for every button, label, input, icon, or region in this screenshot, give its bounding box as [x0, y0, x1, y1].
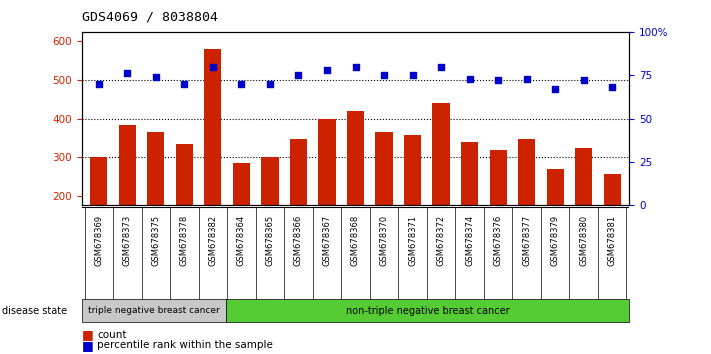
- Point: [178, 81, 190, 87]
- Bar: [461, 143, 478, 273]
- Bar: [176, 144, 193, 273]
- Text: GSM678364: GSM678364: [237, 215, 246, 266]
- Text: GSM678375: GSM678375: [151, 215, 161, 266]
- Text: GSM678370: GSM678370: [380, 215, 388, 266]
- Bar: [375, 132, 392, 273]
- Text: GSM678372: GSM678372: [437, 215, 446, 266]
- Point: [521, 76, 533, 81]
- Point: [321, 67, 333, 73]
- Point: [264, 81, 276, 87]
- Text: GSM678368: GSM678368: [351, 215, 360, 267]
- Bar: [147, 132, 164, 273]
- Text: GSM678382: GSM678382: [208, 215, 218, 266]
- Point: [378, 73, 390, 78]
- Point: [493, 78, 504, 83]
- Text: GSM678373: GSM678373: [123, 215, 132, 267]
- Text: GSM678365: GSM678365: [265, 215, 274, 266]
- Text: GSM678379: GSM678379: [550, 215, 560, 266]
- Bar: [604, 175, 621, 273]
- Point: [207, 64, 218, 69]
- Text: GSM678381: GSM678381: [608, 215, 616, 266]
- Text: triple negative breast cancer: triple negative breast cancer: [88, 306, 220, 315]
- Point: [93, 81, 105, 87]
- Bar: [90, 157, 107, 273]
- Point: [350, 64, 361, 69]
- Text: GSM678369: GSM678369: [95, 215, 103, 266]
- Point: [606, 85, 618, 90]
- Bar: [518, 139, 535, 273]
- Bar: [489, 150, 507, 273]
- Bar: [575, 148, 592, 273]
- Text: non-triple negative breast cancer: non-triple negative breast cancer: [346, 306, 509, 316]
- Point: [578, 78, 589, 83]
- Text: GSM678376: GSM678376: [493, 215, 503, 267]
- Point: [407, 73, 418, 78]
- Bar: [404, 135, 421, 273]
- Point: [122, 71, 133, 76]
- Bar: [432, 103, 449, 273]
- Text: GSM678371: GSM678371: [408, 215, 417, 266]
- Bar: [262, 157, 279, 273]
- Bar: [226, 299, 629, 322]
- Point: [236, 81, 247, 87]
- Text: GSM678377: GSM678377: [522, 215, 531, 267]
- Text: disease state: disease state: [2, 306, 68, 316]
- Point: [293, 73, 304, 78]
- Text: GSM678380: GSM678380: [579, 215, 588, 266]
- Text: ■: ■: [82, 339, 94, 352]
- Text: GSM678367: GSM678367: [323, 215, 331, 267]
- Bar: [319, 119, 336, 273]
- Text: GSM678378: GSM678378: [180, 215, 189, 267]
- Bar: [233, 163, 250, 273]
- Bar: [82, 299, 226, 322]
- Point: [550, 86, 561, 92]
- Bar: [119, 125, 136, 273]
- Text: ■: ■: [82, 328, 94, 341]
- Bar: [290, 139, 307, 273]
- Text: percentile rank within the sample: percentile rank within the sample: [97, 340, 273, 350]
- Point: [435, 64, 447, 69]
- Point: [150, 74, 161, 80]
- Bar: [204, 49, 222, 273]
- Bar: [347, 111, 364, 273]
- Text: count: count: [97, 330, 127, 339]
- Point: [464, 76, 475, 81]
- Text: GDS4069 / 8038804: GDS4069 / 8038804: [82, 11, 218, 24]
- Bar: [547, 170, 564, 273]
- Text: GSM678374: GSM678374: [465, 215, 474, 266]
- Text: GSM678366: GSM678366: [294, 215, 303, 267]
